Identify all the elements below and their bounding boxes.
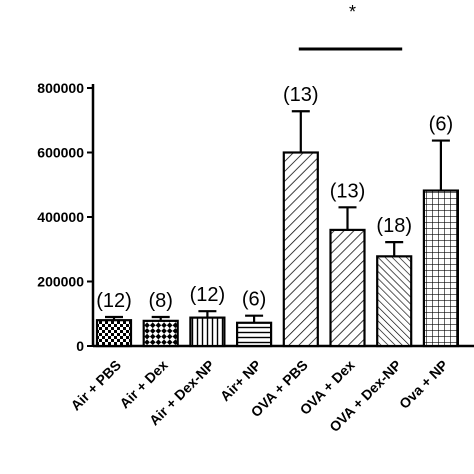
bar <box>142 319 179 348</box>
bar <box>329 228 366 348</box>
y-tick-label: 800000 <box>37 80 84 96</box>
n-label: (6) <box>242 289 266 311</box>
n-label: (13) <box>330 180 366 202</box>
y-tick-label: 0 <box>76 338 84 354</box>
bar <box>189 316 226 348</box>
category-label: Air+ NP <box>217 357 264 404</box>
y-tick-label: 200000 <box>37 274 84 290</box>
significance-bracket: * <box>298 2 403 51</box>
n-label: (6) <box>429 114 453 136</box>
n-label: (12) <box>190 284 226 306</box>
n-label: (12) <box>96 290 132 312</box>
n-label: (8) <box>148 290 172 312</box>
y-axis-title-stub <box>0 130 6 290</box>
category-label: Ova + NP <box>396 357 451 412</box>
bar <box>95 319 133 348</box>
bar <box>376 255 413 348</box>
bars <box>95 151 459 348</box>
bar <box>236 321 273 348</box>
y-tick-label: 400000 <box>37 209 84 225</box>
category-label: Air + PBS <box>67 357 124 414</box>
bar <box>422 189 459 348</box>
error-bars <box>105 110 450 323</box>
bar <box>282 151 319 348</box>
y-tick-label: 600000 <box>37 145 84 161</box>
n-label: (18) <box>376 215 412 237</box>
n-labels: (12) (8) (12) (6) (13) (13) (18) (6) <box>96 84 453 312</box>
n-label: (13) <box>283 84 319 106</box>
significance-star: * <box>349 2 356 22</box>
